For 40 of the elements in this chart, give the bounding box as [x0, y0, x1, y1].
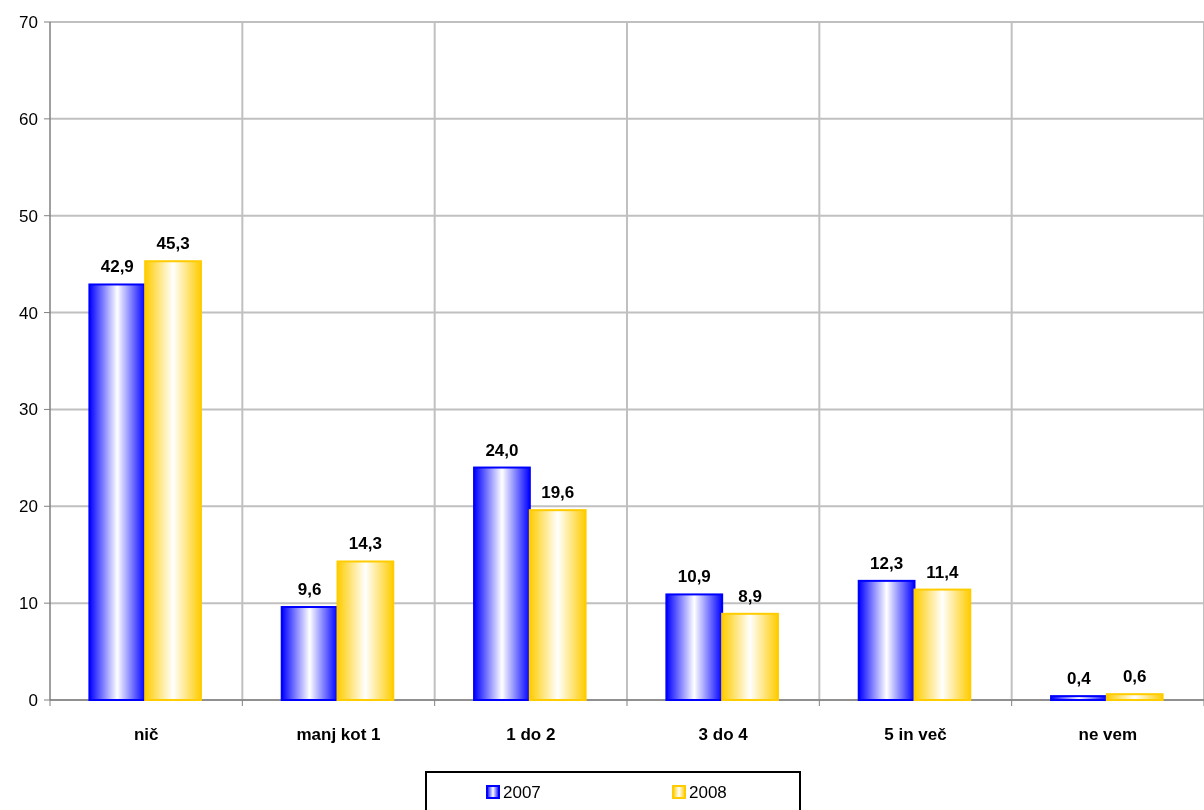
x-tick-label: ne vem: [1078, 725, 1138, 744]
data-label: 0,4: [1067, 669, 1092, 689]
bar: [144, 260, 202, 701]
legend-label: 2007: [503, 782, 541, 802]
bar: [528, 509, 587, 701]
bar: [721, 612, 779, 701]
data-label: 0,6: [1122, 667, 1147, 687]
data-label: 10,9: [677, 567, 711, 587]
bar: [336, 560, 395, 701]
data-label: 14,3: [348, 534, 382, 554]
y-tick-label: 60: [19, 109, 38, 129]
data-label: 12,3: [870, 553, 904, 573]
data-label: 45,3: [156, 234, 190, 254]
bar: [280, 606, 339, 701]
data-label: 8,9: [738, 586, 762, 606]
legend-label: 2008: [689, 782, 727, 802]
y-tick-label: 50: [19, 206, 38, 226]
x-tick-label: 3 do 4: [698, 725, 749, 744]
y-tick-label: 30: [19, 400, 38, 420]
x-tick-label: 5 in več: [884, 725, 947, 744]
bar: [1105, 693, 1164, 701]
x-tick-label: nič: [133, 725, 159, 744]
y-tick-label: 40: [19, 303, 38, 323]
data-label: 9,6: [297, 580, 322, 600]
data-label: 24,0: [485, 440, 519, 460]
x-tick-label: manj kot 1: [296, 725, 381, 744]
y-tick-label: 0: [28, 690, 38, 710]
y-tick-label: 70: [19, 12, 38, 32]
y-tick-label: 20: [19, 497, 38, 517]
bar: [857, 579, 916, 701]
bar: [665, 593, 724, 701]
y-tick-label: 10: [19, 594, 38, 614]
data-label: 11,4: [926, 562, 959, 582]
bar: [88, 283, 147, 701]
data-label: 19,6: [541, 483, 575, 503]
bar: [1050, 695, 1108, 701]
bar: [473, 466, 531, 701]
x-tick-label: 1 do 2: [506, 725, 556, 744]
bar: [913, 588, 972, 701]
data-label: 42,9: [100, 257, 134, 277]
